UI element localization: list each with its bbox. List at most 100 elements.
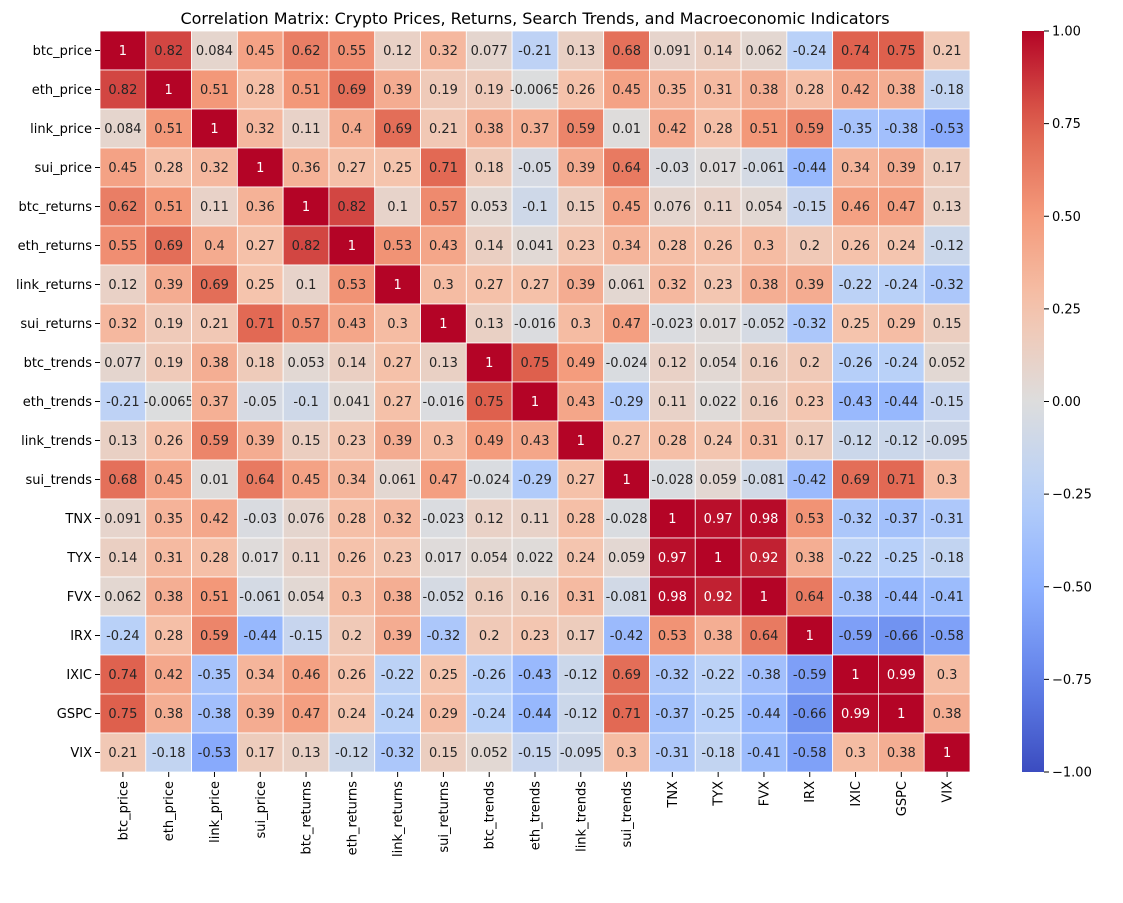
cell-annotation: 1: [393, 278, 401, 293]
cell-annotation: 0.3: [433, 434, 454, 449]
heatmap-cell: [465, 147, 513, 188]
cell-annotation: -0.32: [930, 278, 964, 293]
heatmap-cell: [511, 537, 559, 578]
heatmap-cell: [557, 342, 605, 383]
heatmap-cell: [191, 615, 238, 656]
cell-annotation: 0.53: [795, 512, 824, 527]
heatmap-cell: [603, 654, 650, 695]
heatmap-cell: [740, 264, 788, 305]
heatmap-cell: [420, 342, 467, 383]
heatmap-cell: [465, 420, 513, 461]
heatmap-cell: [923, 225, 971, 266]
heatmap-cell: [374, 381, 421, 422]
heatmap-cell: [191, 30, 238, 71]
cell-annotation: 0.25: [383, 161, 412, 176]
cell-annotation: 0.3: [937, 473, 958, 488]
cell-annotation: 0.69: [200, 278, 229, 293]
cell-annotation: -0.26: [472, 668, 506, 683]
cell-annotation: 0.4: [341, 122, 362, 137]
heatmap-cell: [145, 342, 192, 383]
cell-annotation: 0.14: [475, 239, 504, 254]
heatmap-cell: [649, 108, 696, 149]
heatmap-cell: [511, 459, 559, 500]
cell-annotation: 0.061: [608, 278, 645, 293]
heatmap-cell: [511, 693, 559, 734]
cell-annotation: 0.11: [658, 395, 687, 410]
cell-annotation: 0.01: [200, 473, 229, 488]
heatmap-cell: [694, 615, 742, 656]
y-tick-label: TYX: [66, 551, 92, 566]
cell-annotation: -0.016: [422, 395, 464, 410]
cell-annotation: 0.23: [521, 629, 550, 644]
cell-annotation: 0.36: [246, 200, 275, 215]
heatmap-cell: [465, 264, 513, 305]
cell-annotation: 0.19: [429, 83, 458, 98]
cell-annotation: 0.38: [933, 707, 962, 722]
cell-annotation: 0.47: [292, 707, 321, 722]
cell-annotation: 0.077: [104, 356, 141, 371]
heatmap-cell: [878, 108, 925, 149]
cell-annotation: 0.71: [246, 317, 275, 332]
heatmap-cell: [694, 654, 742, 695]
x-tick-label: eth_trends: [529, 781, 544, 850]
heatmap-cell: [465, 186, 513, 227]
heatmap-cell: [236, 420, 284, 461]
cell-annotation: -0.59: [839, 629, 873, 644]
colorbar-tick-label: 0.00: [1052, 395, 1081, 410]
heatmap-cell: [603, 381, 650, 422]
cell-annotation: -0.41: [747, 746, 781, 761]
cell-annotation: 0.28: [246, 83, 275, 98]
heatmap-cell: [511, 654, 559, 695]
cell-annotation: 0.17: [246, 746, 275, 761]
y-tick-label: GSPC: [57, 707, 92, 722]
cell-annotation: 0.92: [704, 590, 733, 605]
heatmap-cell: [145, 69, 192, 110]
heatmap-cells: 1 0.82 0.084 0.45 0.62 0.55 0.12 0.32 0.077 -0.21…: [99, 30, 971, 773]
y-tick-label: IRX: [70, 629, 92, 644]
cell-annotation: -0.023: [422, 512, 464, 527]
heatmap-cell: [236, 264, 284, 305]
cell-annotation: 0.054: [471, 551, 508, 566]
cell-annotation: 1: [439, 317, 447, 332]
cell-annotation: 0.084: [104, 122, 141, 137]
cell-annotation: 0.98: [658, 590, 687, 605]
cell-annotation: 0.19: [475, 83, 504, 98]
heatmap-cell: [282, 459, 330, 500]
cell-annotation: -0.028: [651, 473, 693, 488]
cell-annotation: 0.46: [841, 200, 870, 215]
x-tick-label: btc_price: [116, 781, 131, 840]
heatmap-cell: [511, 30, 559, 71]
heatmap-cell: [786, 459, 834, 500]
cell-annotation: -0.44: [518, 707, 552, 722]
cell-annotation: -0.18: [701, 746, 735, 761]
cell-annotation: 0.12: [475, 512, 504, 527]
cell-annotation: -0.12: [335, 746, 369, 761]
cell-annotation: 0.28: [337, 512, 366, 527]
heatmap-cell: [786, 654, 834, 695]
heatmap-cell: [923, 30, 971, 71]
heatmap-cell: [420, 186, 467, 227]
heatmap-cell: [145, 30, 192, 71]
cell-annotation: 1: [348, 239, 356, 254]
cell-annotation: 0.99: [887, 668, 916, 683]
cell-annotation: -0.12: [884, 434, 918, 449]
cell-annotation: 0.39: [246, 707, 275, 722]
y-tick-label: sui_returns: [20, 317, 92, 332]
cell-annotation: 0.054: [745, 200, 782, 215]
heatmap-cell: [603, 186, 650, 227]
cell-annotation: 0.45: [612, 83, 641, 98]
cell-annotation: 0.23: [566, 239, 595, 254]
x-tick-label: IRX: [803, 781, 818, 803]
x-tick-label: TYX: [712, 781, 727, 807]
cell-annotation: 1: [256, 161, 264, 176]
cell-annotation: 0.97: [704, 512, 733, 527]
heatmap-cell: [282, 108, 330, 149]
cell-annotation: -0.15: [518, 746, 552, 761]
heatmap-cell: [878, 498, 925, 539]
cell-annotation: -0.38: [884, 122, 918, 137]
cell-annotation: -0.05: [243, 395, 277, 410]
heatmap-cell: [236, 69, 284, 110]
heatmap-cell: [649, 264, 696, 305]
cell-annotation: 0.27: [612, 434, 641, 449]
